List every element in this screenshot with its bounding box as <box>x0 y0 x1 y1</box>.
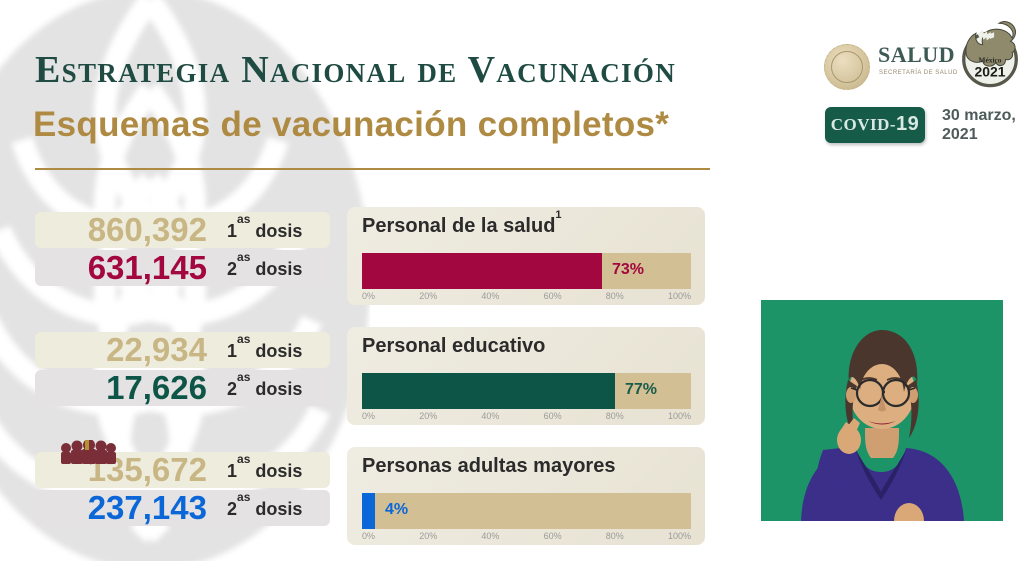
svg-text:2021: 2021 <box>974 64 1005 80</box>
